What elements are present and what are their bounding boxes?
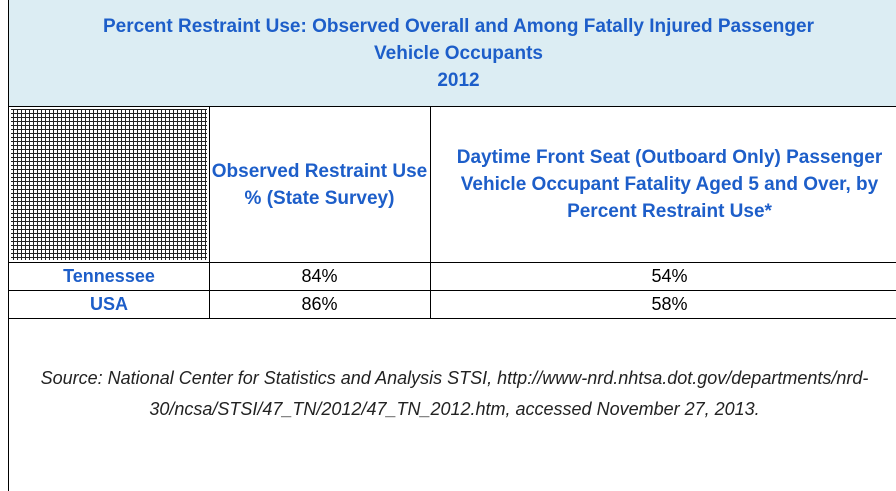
column-header: Observed Restraint Use % (State Survey) (209, 107, 431, 262)
source-note: Source: National Center for Statistics a… (8, 318, 896, 491)
table-cell: 84% (209, 262, 431, 290)
column-header: Daytime Front Seat (Outboard Only) Passe… (430, 107, 896, 262)
hatched-corner (8, 107, 210, 262)
row-label: USA (8, 290, 210, 318)
year: 2012 (437, 69, 480, 91)
table-cell: 86% (209, 290, 431, 318)
table-cell: 58% (430, 290, 896, 318)
title: Percent Restraint Use: Observed Overall … (103, 15, 814, 64)
table-cell: 54% (430, 262, 896, 290)
row-label: Tennessee (8, 262, 210, 290)
title-banner: Percent Restraint Use: Observed Overall … (8, 0, 896, 107)
